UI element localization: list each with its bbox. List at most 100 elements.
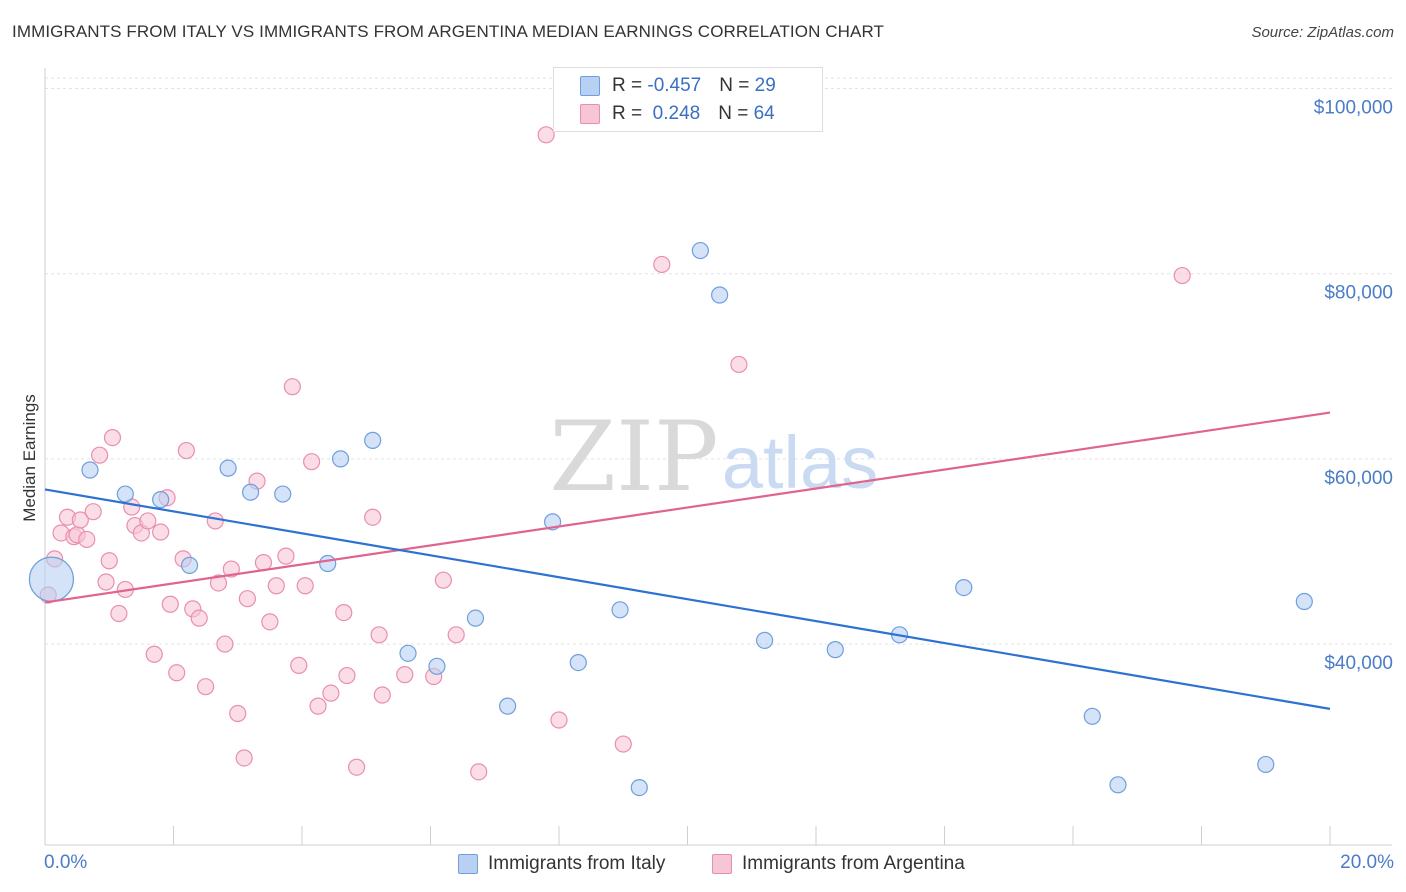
italy-point [152, 491, 170, 509]
argentina-point [396, 666, 414, 684]
italy-point [28, 556, 75, 602]
argentina-point [322, 684, 340, 702]
italy-point [116, 485, 134, 503]
argentina-point [71, 511, 89, 529]
argentina-trendline [44, 411, 1331, 604]
italy-r-value: -0.457 [647, 75, 702, 96]
argentina-legend-label: Immigrants from Argentina [742, 853, 965, 874]
argentina-point [254, 553, 273, 572]
italy-point [691, 241, 709, 260]
italy-point [826, 641, 844, 659]
argentina-point [303, 453, 321, 471]
y-tick-label: $60,000 [1324, 468, 1393, 489]
italy-swatch [580, 76, 600, 96]
argentina-point [103, 428, 122, 447]
italy-point [611, 601, 629, 619]
argentina-point [235, 749, 253, 767]
argentina-point [550, 711, 568, 729]
gridlines [45, 77, 1392, 645]
italy-point [1295, 592, 1313, 611]
watermark: ZIP atlas [549, 401, 878, 513]
y-tick-label: $80,000 [1324, 283, 1393, 304]
argentina-point [434, 571, 452, 589]
argentina-point [537, 126, 555, 144]
argentina-point [447, 626, 465, 644]
y-tick-label: $100,000 [1314, 98, 1393, 119]
italy-legend-label: Immigrants from Italy [488, 853, 666, 874]
argentina-point [91, 446, 109, 464]
argentina-point [653, 255, 671, 274]
italy-n-value: 29 [754, 75, 776, 96]
italy-point [331, 450, 350, 468]
argentina-point [296, 577, 314, 595]
italy-point [955, 578, 973, 597]
italy-legend-swatch [458, 854, 478, 874]
italy-point [399, 644, 417, 662]
x-axis-max-label: 20.0% [1340, 852, 1394, 873]
argentina-swatch [580, 104, 600, 124]
italy-point [319, 554, 337, 573]
argentina-r-label: R = [612, 103, 648, 124]
argentina-point [100, 552, 118, 570]
italy-point [1109, 776, 1127, 794]
argentina-point [161, 595, 179, 613]
argentina-point [283, 378, 301, 396]
italy-point [364, 431, 382, 449]
argentina-point [216, 635, 234, 653]
italy-point [466, 609, 485, 627]
argentina-points [39, 126, 1191, 781]
argentina-point [177, 441, 195, 460]
italy-point [1083, 707, 1101, 725]
argentina-point [470, 763, 488, 781]
x-axis-min-label: 0.0% [44, 852, 88, 873]
argentina-point [730, 355, 748, 374]
correlation-legend: R = -0.457 N = 29 R = 0.248 N = 64 [553, 67, 823, 132]
italy-point [755, 631, 774, 649]
argentina-point [206, 512, 224, 530]
argentina-n-value: 64 [753, 103, 775, 124]
source-credit: Source: ZipAtlas.com [1251, 24, 1394, 41]
italy-point [242, 483, 260, 501]
argentina-point [364, 508, 382, 526]
trendlines [44, 411, 1331, 710]
argentina-point [110, 604, 128, 623]
italy-point [630, 778, 648, 797]
argentina-point [290, 656, 308, 674]
argentina-point [1173, 266, 1191, 285]
bottom-legend-italy: Immigrants from Italy [458, 851, 665, 877]
italy-trendline [44, 488, 1331, 710]
italy-point [219, 459, 237, 477]
bottom-legend-argentina: Immigrants from Argentina [712, 851, 965, 877]
argentina-point [373, 686, 391, 704]
y-tick-label: $40,000 [1324, 653, 1393, 674]
argentina-point [190, 609, 208, 627]
argentina-point [348, 758, 366, 776]
argentina-point [152, 523, 170, 541]
argentina-point [370, 626, 388, 644]
italy-point [569, 653, 587, 672]
chart-title: IMMIGRANTS FROM ITALY VS IMMIGRANTS FROM… [12, 22, 885, 41]
italy-point [274, 485, 292, 503]
argentina-point [145, 645, 163, 663]
argentina-r-value: 0.248 [647, 103, 701, 124]
italy-point [428, 657, 446, 675]
argentina-point [261, 613, 279, 631]
argentina-point [277, 547, 295, 565]
italy-r-label: R = [612, 75, 648, 96]
argentina-point [309, 697, 327, 715]
italy-n-label: N = [719, 75, 755, 96]
italy-point [499, 697, 517, 715]
argentina-n-label: N = [718, 103, 754, 124]
legend-row-italy: R = -0.457 N = 29 [580, 73, 776, 99]
argentina-point [78, 530, 96, 549]
italy-point [1257, 755, 1275, 774]
italy-point [81, 461, 99, 479]
argentina-point [238, 590, 256, 608]
argentina-point [338, 666, 356, 685]
legend-row-argentina: R = 0.248 N = 64 [580, 101, 775, 127]
argentina-point [97, 573, 115, 591]
argentina-point [209, 574, 228, 592]
italy-points [28, 241, 1313, 797]
italy-point [180, 556, 199, 574]
